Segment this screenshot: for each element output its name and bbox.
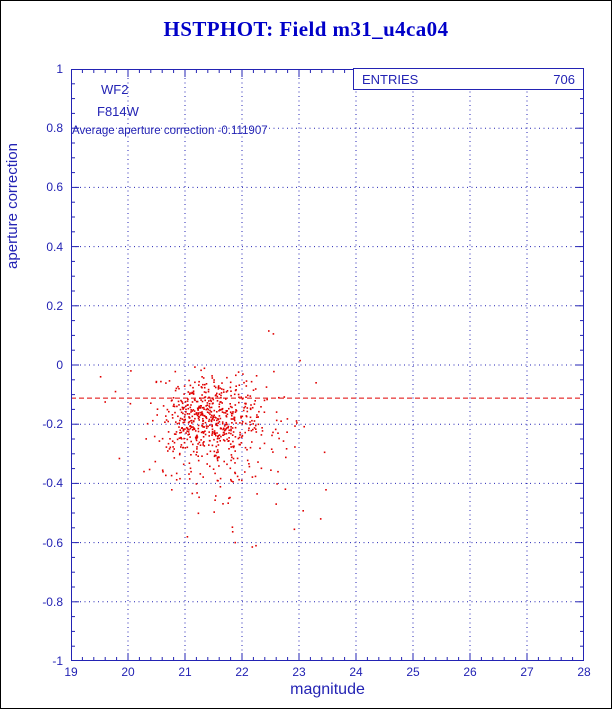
y-tick-label: 1 [56,62,63,76]
y-tick-label: -0.6 [42,535,63,550]
filter-label: F814W [97,104,139,119]
x-axis-title: magnitude [290,681,365,698]
average-correction-annotation: Average aperture correction -0.111907 [72,125,268,137]
y-tick-label: -0.2 [42,417,63,432]
y-tick-label: -0.4 [42,476,63,491]
x-tick-label: 25 [406,665,420,679]
stats-label: ENTRIES [362,71,419,87]
stats-box: ENTRIES 706 [353,68,584,90]
grid-lines [71,69,584,661]
x-tick-label: 27 [520,665,534,679]
x-tick-label: 21 [178,665,192,679]
x-tick-label: 19 [64,665,78,679]
y-tick-label: 0.8 [46,121,63,136]
x-tick-label: 24 [349,665,363,679]
x-tick-label: 28 [577,665,591,679]
plot-canvas [71,69,584,661]
y-tick-label: 0 [56,358,63,372]
x-tick-label: 22 [235,665,249,679]
stats-value: 706 [553,71,575,87]
x-tick-label: 20 [121,665,135,679]
y-tick-label: 0.4 [46,239,63,254]
camera-label: WF2 [101,82,129,97]
y-tick-label: -0.8 [42,594,63,609]
x-tick-label: 23 [292,665,306,679]
y-axis-title: aperture correction [4,143,21,269]
y-tick-label: 0.2 [46,298,63,313]
plot-frame [71,69,584,661]
plot-area: ENTRIES 706 WF2 F814W Average aperture c… [71,68,584,661]
page-title: HSTPHOT: Field m31_u4ca04 [163,17,449,41]
scatter-points [99,330,327,548]
x-tick-label: 26 [463,665,477,679]
y-tick-label: -1 [52,654,63,668]
y-tick-label: 0.6 [46,180,63,195]
